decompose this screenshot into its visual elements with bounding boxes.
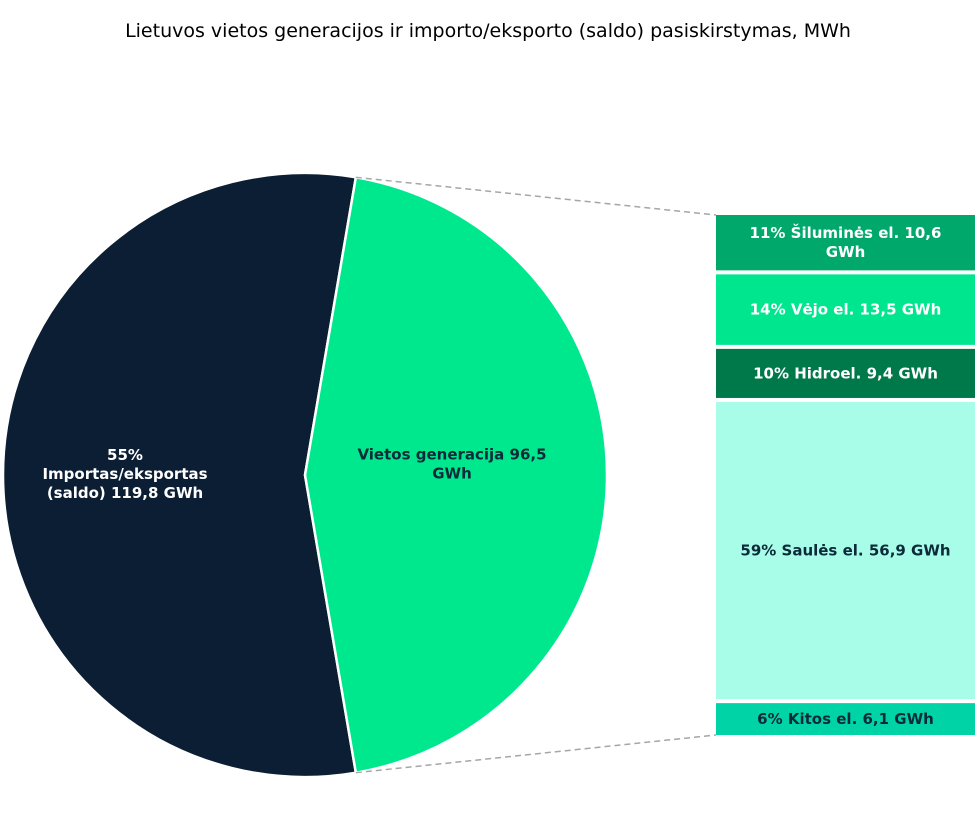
bar-segment-kitos-el: [716, 703, 975, 735]
bar-label-vėjo-el: 14% Vėjo el. 13,5 GWh: [750, 301, 942, 319]
pie-slice-vietos-generacija: [303, 175, 609, 775]
bar-segment-vėjo-el: [716, 274, 975, 345]
chart-title: Lietuvos vietos generacijos ir importo/e…: [125, 20, 851, 42]
pie-label-importas: 55% Importas/eksportas (saldo) 119,8 GWh: [42, 446, 207, 502]
connector-line-top: [355, 176, 717, 216]
bar-label-šiluminės-el: 11% Šiluminės el. 10,6 GWh: [750, 223, 942, 261]
bar-segment-šiluminės-el: [716, 215, 975, 271]
bar-label-saulės-el: 59% Saulės el. 56,9 GWh: [740, 542, 950, 560]
bar-label-kitos-el: 6% Kitos el. 6,1 GWh: [757, 710, 934, 728]
connector-line-bottom: [355, 734, 717, 774]
bar-segment-saulės-el: [716, 401, 975, 700]
bar-label-hidroel: 10% Hidroel. 9,4 GWh: [753, 364, 938, 382]
pie-label-vietos-generacija: Vietos generacija 96,5 GWh: [357, 446, 546, 483]
pie-slice-importas: [1, 171, 358, 779]
bar-segment-hidroel: [716, 348, 975, 398]
